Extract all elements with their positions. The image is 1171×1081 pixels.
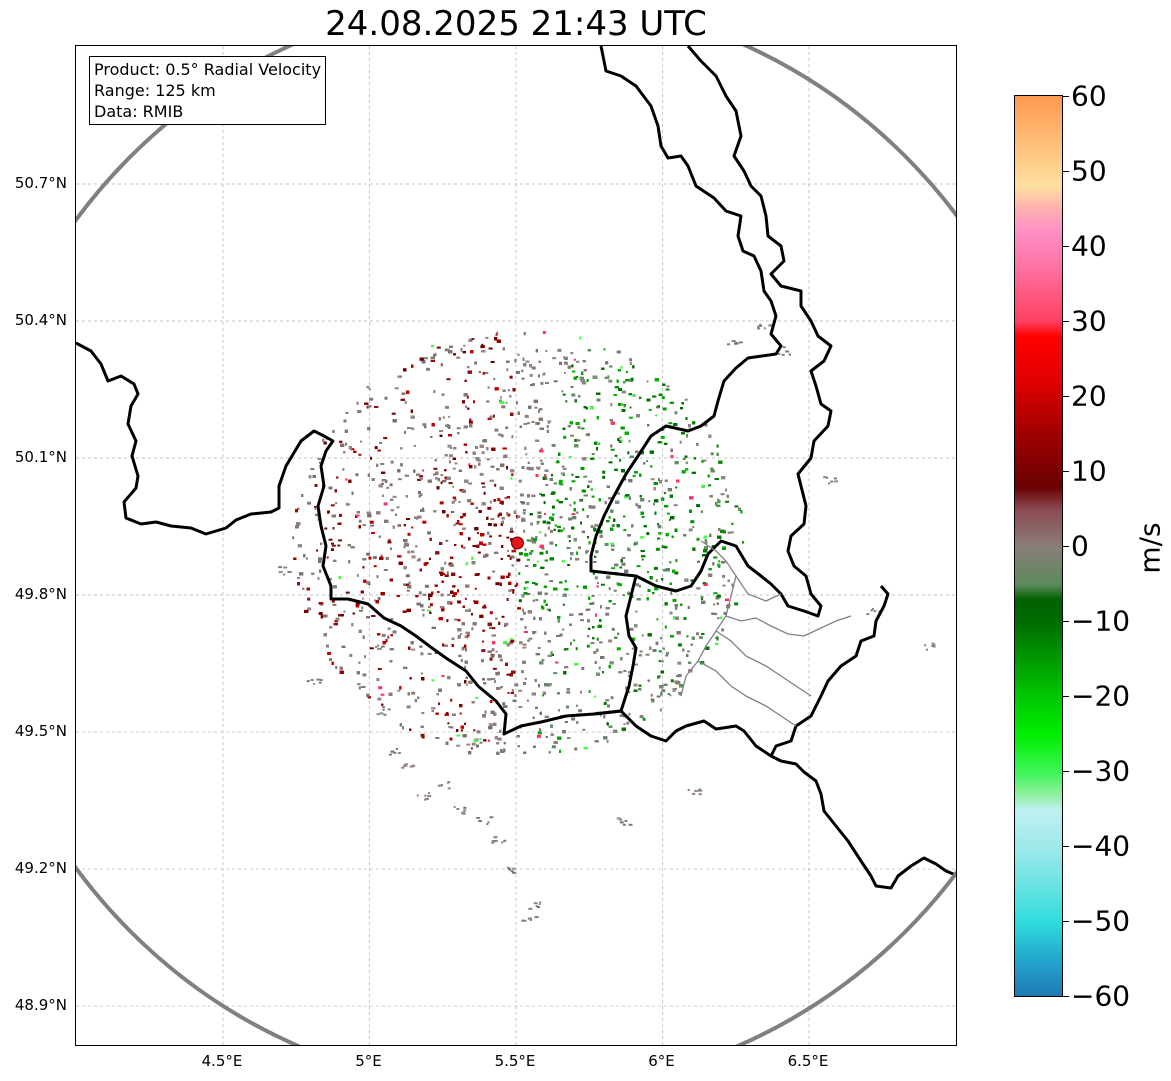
product-info-box: Product: 0.5° Radial Velocity Range: 125… — [89, 56, 327, 125]
colorbar-tick-mark — [1063, 996, 1069, 997]
colorbar-tick-label: 0 — [1071, 529, 1089, 563]
colorbar-tick-label: −30 — [1071, 754, 1131, 788]
border-germany-east — [635, 46, 833, 618]
country-borders — [76, 46, 956, 890]
colorbar-tick-mark — [1063, 471, 1069, 472]
lat-tick-label: 49.2°N — [14, 859, 67, 878]
colorbar-tick-label: −10 — [1071, 604, 1131, 638]
colorbar-tick-mark — [1063, 771, 1069, 772]
colorbar-tick-mark — [1063, 396, 1069, 397]
colorbar-tick-mark — [1063, 696, 1069, 697]
colorbar-tick-label: 30 — [1071, 304, 1107, 338]
lon-tick-label: 4.5°E — [201, 1052, 243, 1070]
colorbar-tick-label: −50 — [1071, 904, 1131, 938]
colorbar-tick-label: −40 — [1071, 829, 1131, 863]
lon-tick-label: 5.5°E — [494, 1052, 536, 1070]
lat-tick-label: 50.7°N — [14, 174, 67, 192]
colorbar-tick-label: 20 — [1071, 379, 1107, 413]
data-source-label: Data: RMIB — [94, 102, 184, 121]
colorbar-tick-label: 50 — [1071, 154, 1107, 188]
border-luxembourg — [593, 709, 956, 890]
border-germany-south — [769, 585, 890, 757]
colorbar-tick-mark — [1063, 171, 1069, 172]
lon-tick-label: 6.5°E — [787, 1052, 829, 1070]
colorbar-tick-mark — [1063, 621, 1069, 622]
radar-map-canvas — [76, 46, 956, 1045]
colorbar-tick-mark — [1063, 846, 1069, 847]
radar-site-marker[interactable] — [510, 536, 524, 550]
lat-tick-label: 50.4°N — [14, 311, 67, 329]
province-border-3 — [725, 615, 852, 637]
province-border-2 — [680, 575, 737, 697]
lat-tick-label: 49.8°N — [14, 585, 67, 604]
colorbar-gradient — [1015, 96, 1062, 996]
colorbar-tick-mark — [1063, 246, 1069, 247]
province-borders — [680, 540, 852, 727]
lon-tick-label: 5°E — [355, 1052, 382, 1070]
colorbar-unit-label: m/s — [1133, 522, 1167, 574]
range-label: Range: 125 km — [94, 81, 216, 100]
radar-map[interactable] — [75, 45, 957, 1046]
colorbar-tick-mark — [1063, 921, 1069, 922]
colorbar-tick-label: 10 — [1071, 454, 1107, 488]
colorbar-tick-label: −20 — [1071, 679, 1131, 713]
province-border-4 — [715, 630, 812, 697]
lon-tick-label: 6°E — [648, 1052, 675, 1070]
radar-echoes — [278, 323, 936, 922]
lat-tick-label: 50.1°N — [14, 448, 67, 467]
lat-tick-label: 48.9°N — [14, 996, 67, 1015]
province-border-5 — [697, 660, 797, 727]
colorbar-tick-mark — [1063, 546, 1069, 547]
product-label: Product: 0.5° Radial Velocity — [94, 60, 322, 79]
border-belgium-france-west — [76, 46, 783, 736]
colorbar-tick-mark — [1063, 321, 1069, 322]
lat-tick-label: 49.5°N — [14, 722, 67, 741]
velocity-colorbar — [1014, 95, 1063, 997]
colorbar-tick-label: 40 — [1071, 229, 1107, 263]
map-title: 24.08.2025 21:43 UTC — [325, 4, 707, 44]
colorbar-tick-mark — [1063, 96, 1069, 97]
colorbar-tick-label: −60 — [1071, 979, 1131, 1013]
colorbar-tick-label: 60 — [1071, 79, 1107, 113]
